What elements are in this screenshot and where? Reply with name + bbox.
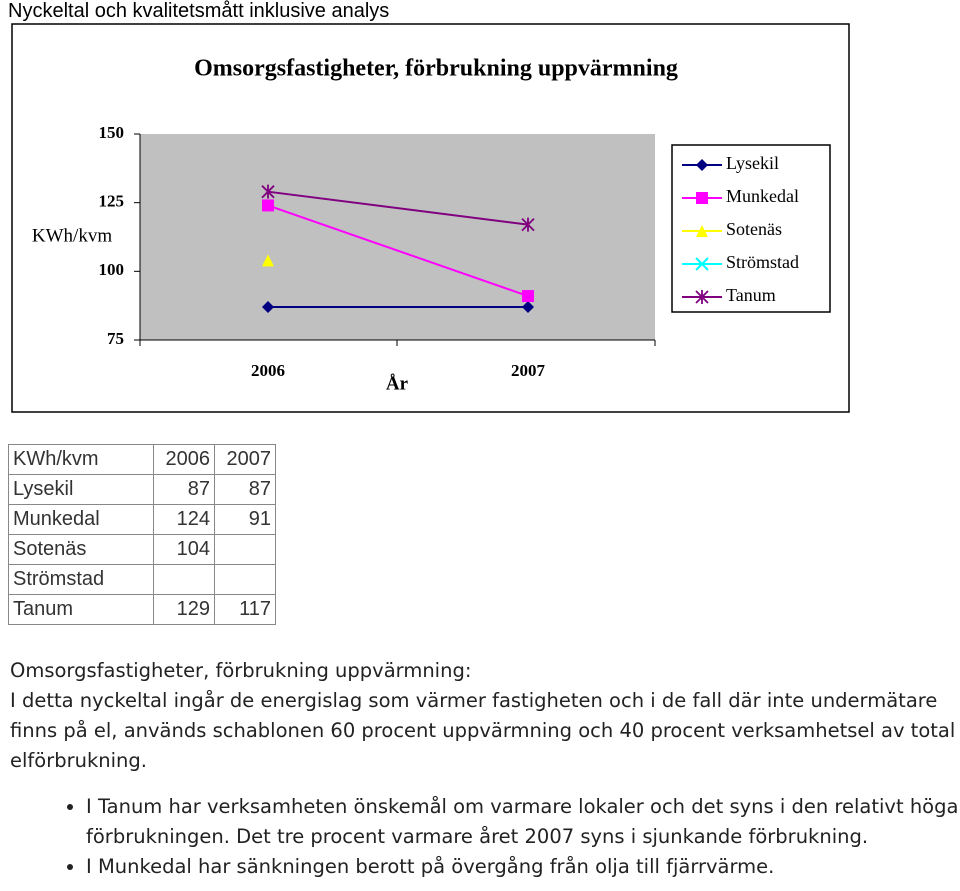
marker — [695, 290, 709, 304]
marker — [522, 290, 534, 303]
marker — [261, 184, 275, 199]
marker — [696, 225, 708, 237]
data-table: KWh/kvm 2006 2007 Lysekil 87 87 Munkedal 124 91 S… — [8, 444, 276, 625]
y-tick-label: 125 — [99, 192, 125, 211]
marker — [262, 199, 274, 212]
legend-label: Munkedal — [726, 186, 799, 206]
y-axis-label: KWh/kvm — [32, 225, 112, 246]
legend-label: Lysekil — [726, 153, 779, 173]
plot-area — [140, 134, 655, 340]
table-cell: Strömstad — [8, 564, 154, 595]
table-cell: Munkedal — [8, 504, 154, 535]
table-cell — [214, 534, 276, 565]
marker — [695, 257, 709, 271]
table-row: KWh/kvm 2006 2007 — [8, 444, 276, 475]
table-cell: Tanum — [8, 594, 154, 625]
series-line — [267, 204, 529, 297]
bullet: I Tanum har verksamheten önskemål om var… — [86, 792, 960, 852]
table-cell: 124 — [153, 504, 215, 535]
table-cell: Sotenäs — [8, 534, 154, 565]
table-cell: 104 — [153, 534, 215, 565]
table-row: Lysekil 87 87 — [8, 474, 276, 505]
marker — [696, 192, 708, 204]
chart-title: Omsorgsfastigheter, förbrukning uppvärmn… — [194, 56, 678, 82]
table-cell — [153, 564, 215, 595]
table-cell: KWh/kvm — [8, 444, 154, 475]
table-cell: 91 — [214, 504, 276, 535]
legend-label: Sotenäs — [726, 219, 782, 239]
y-tick-label: 100 — [99, 260, 125, 279]
table-cell: 2007 — [214, 444, 276, 475]
legend-box — [671, 144, 831, 313]
table-row: Strömstad — [8, 564, 276, 595]
text-heading: Omsorgsfastigheter, förbrukning uppvärmn… — [10, 659, 472, 682]
chart: Omsorgsfastigheter, förbrukning uppvärmn… — [11, 23, 850, 413]
doc-header: Nyckeltal och kvalitetsmått inklusive an… — [8, 0, 390, 22]
legend-label: Strömstad — [726, 252, 799, 272]
marker — [696, 159, 708, 171]
table-cell: 117 — [214, 594, 276, 625]
y-tick-label: 150 — [99, 123, 125, 142]
bullet-list: I Tanum har verksamheten önskemål om var… — [10, 792, 960, 882]
marker — [522, 301, 534, 314]
legend-label: Tanum — [726, 285, 776, 305]
y-tick-label: 75 — [107, 329, 124, 348]
table-cell: 2006 — [153, 444, 215, 475]
series-line — [267, 190, 529, 226]
table-cell — [214, 564, 276, 595]
x-tick-label: 2007 — [511, 361, 546, 380]
body-text: Omsorgsfastigheter, förbrukning uppvärmn… — [10, 656, 960, 882]
table-row: Sotenäs 104 — [8, 534, 276, 565]
x-axis-label: År — [386, 373, 409, 394]
table-cell: Lysekil — [8, 474, 154, 505]
table-row: Munkedal 124 91 — [8, 504, 276, 535]
x-tick-label: 2006 — [251, 361, 285, 380]
bullet: I Munkedal har sänkningen berott på över… — [86, 852, 960, 882]
marker — [521, 217, 535, 232]
table-cell: 87 — [214, 474, 276, 505]
marker — [262, 254, 274, 267]
table-row: Tanum 129 117 — [8, 594, 276, 625]
text-paragraph: I detta nyckeltal ingår de energislag so… — [10, 689, 956, 772]
table-cell: 87 — [153, 474, 215, 505]
marker — [262, 301, 274, 314]
table-cell: 129 — [153, 594, 215, 625]
